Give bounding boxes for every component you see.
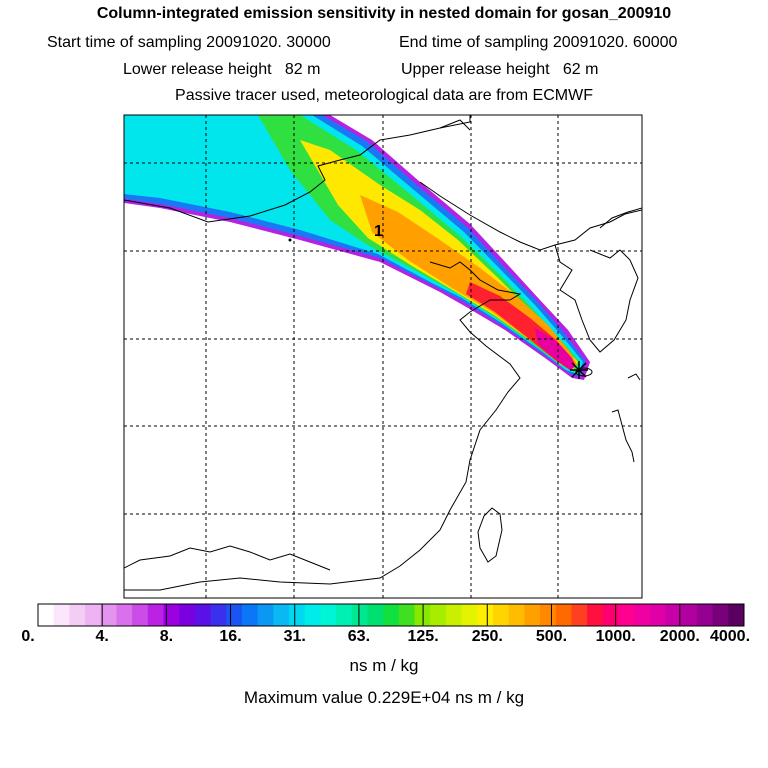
colorbar-swatch: [555, 604, 572, 626]
colorbar-frame: [37, 603, 745, 627]
colorbar-swatch: [194, 604, 212, 626]
colorbar-swatch: [132, 604, 149, 626]
colorbar-tick-label: 31.: [283, 628, 306, 645]
colorbar-swatch: [602, 604, 619, 626]
colorbar-swatch: [398, 604, 416, 626]
colorbar-swatch: [320, 604, 337, 626]
colorbar-tick-label: 4000.: [709, 628, 751, 645]
taiwan: [477, 507, 503, 563]
colorbar-swatch: [241, 604, 259, 626]
colorbar-swatch: [587, 604, 604, 626]
border-north: [439, 115, 471, 129]
trajectory-label: 1: [374, 223, 383, 240]
colorbar-tick-label: 250.: [471, 628, 503, 645]
colorbar-swatch: [712, 604, 729, 626]
colorbar-swatch: [69, 604, 86, 626]
colorbar-tick-label: 1000.: [595, 628, 636, 645]
colorbar-swatch: [336, 604, 353, 626]
border-mongolia: [124, 119, 471, 223]
colorbar-swatch: [85, 604, 102, 626]
trajectory-point: [288, 238, 292, 242]
colorbar-swatch: [38, 604, 55, 626]
colorbar-swatch: [383, 604, 400, 626]
colorbar-swatch: [257, 604, 274, 626]
colorbar-swatch: [665, 604, 682, 626]
sensitivity-plume: [124, 115, 590, 380]
colorbar-tick-label: 8.: [159, 628, 174, 645]
colorbar-swatch: [681, 604, 698, 626]
colorbar-tick-label: 0.: [21, 628, 35, 645]
colorbar-swatch: [53, 604, 70, 626]
colorbar-swatch: [508, 604, 525, 626]
colorbar-swatch: [100, 604, 117, 626]
coast-japan: [627, 373, 641, 381]
islands-ryukyu: [611, 409, 635, 463]
colorbar-tick-label: 2000.: [659, 628, 700, 645]
colorbar-swatch: [289, 604, 306, 626]
receptor-star-icon: [570, 361, 588, 379]
colorbar-swatch: [147, 604, 165, 626]
colorbar-swatch: [445, 604, 463, 626]
units-label: ns m / kg: [349, 656, 419, 675]
colorbar: [37, 603, 745, 627]
coast-bohai: [419, 181, 642, 251]
max-value-label: Maximum value 0.229E+04 ns m / kg: [243, 688, 525, 707]
grid-lines: [124, 115, 642, 598]
lower-release-text: Lower release height 82 m: [123, 61, 321, 78]
colorbar-tick-label: 4.: [95, 628, 109, 645]
coast-korea-east: [599, 207, 642, 229]
colorbar-tick-label: 63.: [347, 628, 371, 645]
colorbar-swatch: [116, 604, 133, 626]
colorbar-swatch: [571, 604, 588, 626]
colorbar-swatch: [163, 604, 180, 626]
colorbar-swatch: [210, 604, 227, 626]
colorbar-swatch: [492, 604, 510, 626]
figure-title: Column-integrated emission sensitivity i…: [96, 5, 672, 22]
coastlines: [124, 115, 642, 591]
sampling-end-text: End time of sampling 20091020. 60000: [399, 34, 678, 51]
colorbar-swatch: [634, 604, 651, 626]
colorbar-swatch: [273, 604, 290, 626]
colorbar-tick-label: 16.: [219, 628, 242, 645]
colorbar-swatch: [351, 604, 368, 626]
upper-release-text: Upper release height 62 m: [401, 61, 599, 78]
colorbar-swatch: [226, 604, 243, 626]
coast-shandong: [124, 261, 522, 591]
colorbar-swatch: [179, 604, 196, 626]
colorbar-swatch: [696, 604, 714, 626]
colorbar-swatch: [524, 604, 541, 626]
colorbar-tick-label: 125.: [407, 628, 439, 645]
colorbar-swatch: [728, 604, 745, 626]
colorbar-swatch: [618, 604, 635, 626]
coast-korea: [554, 244, 639, 353]
colorbar-swatch: [649, 604, 667, 626]
border-china-west: [124, 545, 331, 571]
colorbar-swatch: [461, 604, 478, 626]
colorbar-swatch: [477, 604, 494, 626]
colorbar-swatch: [540, 604, 557, 626]
colorbar-swatch: [430, 604, 447, 626]
colorbar-swatch: [367, 604, 384, 626]
plume-band-cyan: [124, 115, 583, 374]
colorbar-tick-label: 500.: [535, 628, 568, 645]
colorbar-swatch: [304, 604, 321, 626]
tracer-note-text: Passive tracer used, meteorological data…: [175, 87, 593, 104]
sampling-start-text: Start time of sampling 20091020. 30000: [47, 34, 331, 51]
map-frame: [123, 114, 643, 599]
